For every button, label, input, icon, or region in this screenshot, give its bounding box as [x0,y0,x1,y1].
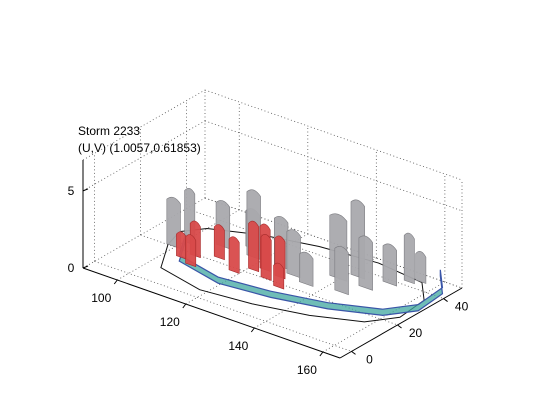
grid-left-z-5 [82,120,206,192]
z-tick-label-0: 0 [68,261,75,275]
chart-title-line-2: (U,V) (1.0057,0.61853) [78,141,201,155]
storm-cell-17 [248,220,260,273]
x-tick-140 [250,327,255,333]
storm-cell-1 [403,232,415,285]
x-tick-label-100: 100 [91,291,111,305]
x-tick-120 [182,303,187,309]
y-tick-40 [443,298,448,302]
storm-cell-10 [286,229,301,279]
storm-cell-16 [213,224,225,261]
y-tick-label-20: 20 [409,326,423,340]
z-tick-5 [82,188,89,192]
chart-title-line-1: Storm 2233 [78,124,141,138]
y-tick-label-40: 40 [455,300,469,314]
storm-cell-24 [185,234,197,268]
storm-cell-6 [358,235,373,291]
y-tick-0 [351,350,356,355]
x-tick-label-120: 120 [160,315,180,329]
storm-cell-11 [334,246,349,296]
axis-ticks: 100 120 140 160 0 20 40 0 5 [68,160,469,377]
grid-back-z-5 [204,120,463,212]
storm-cell-14 [299,251,314,287]
grid-left-z-0 [82,197,206,269]
grid-floor-x-160 [322,281,446,353]
y-axis-line [339,287,463,359]
x-tick-label-160: 160 [297,363,317,377]
footprint-ribbon [178,231,444,316]
grid-left-top [82,89,206,161]
storm-cell-23 [176,231,188,260]
storm-cell-2 [382,243,397,287]
storm-cells [166,187,427,296]
x-tick-160 [319,351,324,357]
z-tick-label-5: 5 [68,184,75,198]
storm-cell-21 [228,236,240,274]
grid-floor-x-140 [254,257,377,329]
y-tick-label-0: 0 [366,352,373,366]
z-tick-0 [82,265,89,269]
storm-cell-22 [273,262,285,290]
x-axis-line [82,267,341,359]
grid-back-top [204,89,463,181]
x-tick-100 [113,279,118,285]
storm-cell-19 [260,234,272,281]
grid-floor-x-120 [185,233,308,305]
x-tick-label-140: 140 [228,339,248,353]
y-tick-20 [397,324,402,329]
storm-cell-0 [415,251,427,284]
